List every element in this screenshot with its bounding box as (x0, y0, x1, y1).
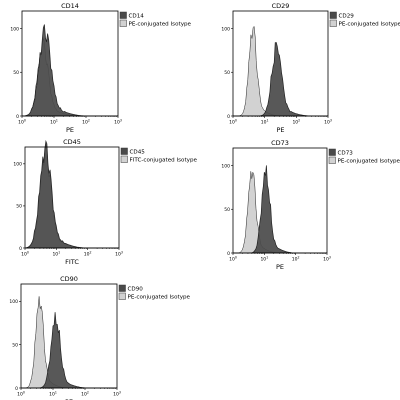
legend-label-cd73: CD73 (338, 150, 354, 156)
legend-swatch-fitc-conjugated-isotype (120, 155, 128, 163)
plot-frame (232, 147, 328, 254)
panel-title: CD29 (272, 2, 290, 10)
x-tick-label: 101 (50, 119, 58, 126)
histogram-panel-cd90: CD90 0 50 100 100 101 102 103 PE CD90 PE-conjugate… (9, 275, 190, 400)
plot-frame (24, 146, 120, 249)
plot-frame (232, 10, 329, 117)
y-tick-label: 100 (9, 299, 18, 305)
x-tick-label: 103 (114, 119, 122, 126)
x-tick-label: 102 (81, 391, 89, 398)
legend-label-pe-conjugated-isotype: PE-conjugated Isotype (129, 21, 192, 27)
histogram-series-pe-conjugated-isotype (21, 296, 117, 389)
legend-swatch-pe-conjugated-isotype (329, 19, 337, 27)
histogram-series-cd14 (21, 24, 118, 117)
x-tick-label: 103 (113, 391, 121, 398)
plot-frame (20, 283, 118, 389)
x-axis-label: PE (65, 398, 73, 400)
y-tick-label: 100 (10, 26, 19, 32)
histogram-panel-cd45: CD45 0 50 100 100 101 102 103 FITC CD45 FITC-conju… (13, 138, 197, 266)
x-tick-label: 101 (260, 256, 268, 263)
legend-swatch-pe-conjugated-isotype (118, 292, 126, 300)
x-tick-label: 100 (18, 119, 26, 126)
x-tick-label: 102 (82, 119, 90, 126)
y-tick-label: 50 (224, 207, 230, 213)
panel-title: CD45 (63, 138, 81, 146)
histogram-panel-cd14: CD14 0 50 100 100 101 102 103 PE CD14 PE-conjugate… (10, 2, 191, 134)
x-axis-label: PE (66, 126, 74, 134)
legend-label-pe-conjugated-isotype: PE-conjugated Isotype (338, 158, 400, 164)
x-tick-label: 101 (261, 119, 269, 126)
x-tick-label: 102 (84, 251, 92, 258)
legend-label-cd14: CD14 (129, 13, 145, 19)
y-tick-label: 100 (13, 162, 22, 168)
legend-swatch-pe-conjugated-isotype (328, 156, 336, 164)
y-tick-label: 0 (19, 246, 22, 252)
x-tick-label: 100 (229, 256, 237, 263)
x-tick-label: 102 (292, 256, 300, 263)
legend-label-fitc-conjugated-isotype: FITC-conjugated Isotype (130, 157, 198, 163)
histogram-panel-cd73: CD73 0 50 100 100 101 102 103 PE CD73 PE-conjugate… (221, 139, 400, 271)
plot-frame (21, 10, 119, 117)
histogram-series-pe-conjugated-isotype (233, 171, 327, 254)
panel-title: CD14 (61, 2, 79, 10)
x-tick-label: 100 (229, 119, 237, 126)
y-tick-label: 0 (15, 386, 18, 392)
y-tick-label: 50 (224, 70, 230, 76)
y-tick-label: 100 (221, 163, 230, 169)
y-tick-label: 50 (12, 342, 18, 348)
y-tick-label: 0 (227, 251, 230, 257)
panel-title: CD73 (271, 139, 289, 147)
legend-swatch-cd45 (120, 147, 128, 155)
x-axis-label: FITC (65, 258, 79, 266)
x-axis-label: PE (276, 126, 284, 134)
legend-swatch-cd14 (119, 11, 127, 19)
histogram-panel-cd29: CD29 0 50 100 100 101 102 103 PE CD29 PE-conjugate… (221, 2, 400, 134)
histogram-series-cd45 (24, 139, 119, 249)
legend-label-cd29: CD29 (339, 13, 355, 19)
y-tick-label: 50 (16, 204, 22, 210)
x-tick-label: 103 (323, 256, 331, 263)
x-tick-label: 103 (115, 251, 123, 258)
panel-title: CD90 (60, 275, 78, 283)
y-tick-label: 100 (221, 26, 230, 32)
x-tick-label: 101 (52, 251, 60, 258)
legend-swatch-cd29 (329, 11, 337, 19)
legend-swatch-cd90 (118, 284, 126, 292)
x-tick-label: 101 (49, 391, 57, 398)
y-tick-label: 0 (227, 114, 230, 120)
legend-swatch-pe-conjugated-isotype (119, 19, 127, 27)
x-tick-label: 100 (21, 251, 29, 258)
y-tick-label: 50 (13, 70, 19, 76)
legend-label-cd90: CD90 (128, 286, 144, 292)
x-tick-label: 102 (292, 119, 300, 126)
legend-swatch-cd73 (328, 148, 336, 156)
x-tick-label: 100 (17, 391, 25, 398)
y-tick-label: 0 (16, 114, 19, 120)
legend-label-pe-conjugated-isotype: PE-conjugated Isotype (128, 294, 191, 300)
x-axis-label: PE (276, 263, 284, 271)
legend-label-pe-conjugated-isotype: PE-conjugated Isotype (339, 21, 400, 27)
x-tick-label: 103 (324, 119, 332, 126)
legend-label-cd45: CD45 (130, 149, 146, 155)
